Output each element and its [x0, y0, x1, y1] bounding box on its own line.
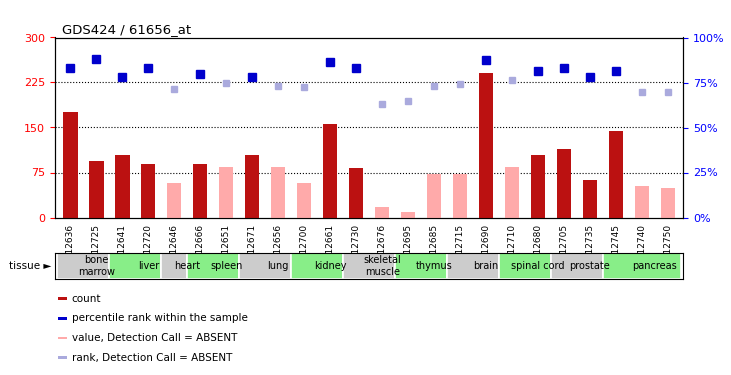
Bar: [401, 212, 415, 217]
Bar: [58, 317, 67, 320]
Text: value, Detection Call = ABSENT: value, Detection Call = ABSENT: [72, 333, 237, 343]
Bar: [375, 207, 390, 218]
Bar: [583, 180, 597, 218]
Bar: [58, 356, 67, 359]
Text: rank, Detection Call = ABSENT: rank, Detection Call = ABSENT: [72, 352, 232, 363]
Bar: [447, 253, 499, 279]
Bar: [239, 253, 291, 279]
Bar: [245, 154, 260, 218]
Bar: [551, 253, 603, 279]
Bar: [505, 166, 519, 218]
Text: percentile rank within the sample: percentile rank within the sample: [72, 313, 247, 323]
Text: tissue ►: tissue ►: [9, 261, 51, 271]
Text: skeletal
muscle: skeletal muscle: [363, 255, 401, 277]
Bar: [219, 166, 233, 218]
Bar: [167, 183, 181, 218]
Text: spleen: spleen: [210, 261, 243, 271]
Bar: [115, 154, 129, 218]
Bar: [323, 124, 337, 217]
Bar: [349, 168, 363, 217]
Bar: [187, 253, 239, 279]
Text: prostate: prostate: [569, 261, 610, 271]
Bar: [271, 166, 285, 218]
Bar: [162, 253, 187, 279]
Text: spinal cord: spinal cord: [511, 261, 565, 271]
Text: pancreas: pancreas: [632, 261, 678, 271]
Text: heart: heart: [174, 261, 200, 271]
Bar: [557, 148, 571, 217]
Bar: [479, 74, 493, 217]
Text: bone
marrow: bone marrow: [78, 255, 115, 277]
Text: count: count: [72, 294, 101, 304]
Bar: [58, 297, 67, 300]
Bar: [64, 112, 77, 218]
Bar: [395, 253, 447, 279]
Bar: [609, 130, 623, 218]
Text: kidney: kidney: [314, 261, 346, 271]
Text: brain: brain: [474, 261, 499, 271]
Bar: [453, 174, 467, 217]
Text: thymus: thymus: [416, 261, 452, 271]
Bar: [291, 253, 343, 279]
Bar: [58, 253, 110, 279]
Bar: [427, 174, 442, 217]
Bar: [499, 253, 551, 279]
Text: lung: lung: [268, 261, 289, 271]
Bar: [531, 154, 545, 218]
Bar: [58, 336, 67, 339]
Bar: [193, 164, 208, 218]
Bar: [635, 186, 649, 218]
Bar: [297, 183, 311, 218]
Bar: [89, 160, 104, 218]
Bar: [661, 188, 675, 218]
Bar: [141, 164, 156, 218]
Bar: [603, 253, 681, 279]
Bar: [110, 253, 162, 279]
Text: liver: liver: [137, 261, 159, 271]
Bar: [343, 253, 395, 279]
Text: GDS424 / 61656_at: GDS424 / 61656_at: [62, 22, 192, 36]
